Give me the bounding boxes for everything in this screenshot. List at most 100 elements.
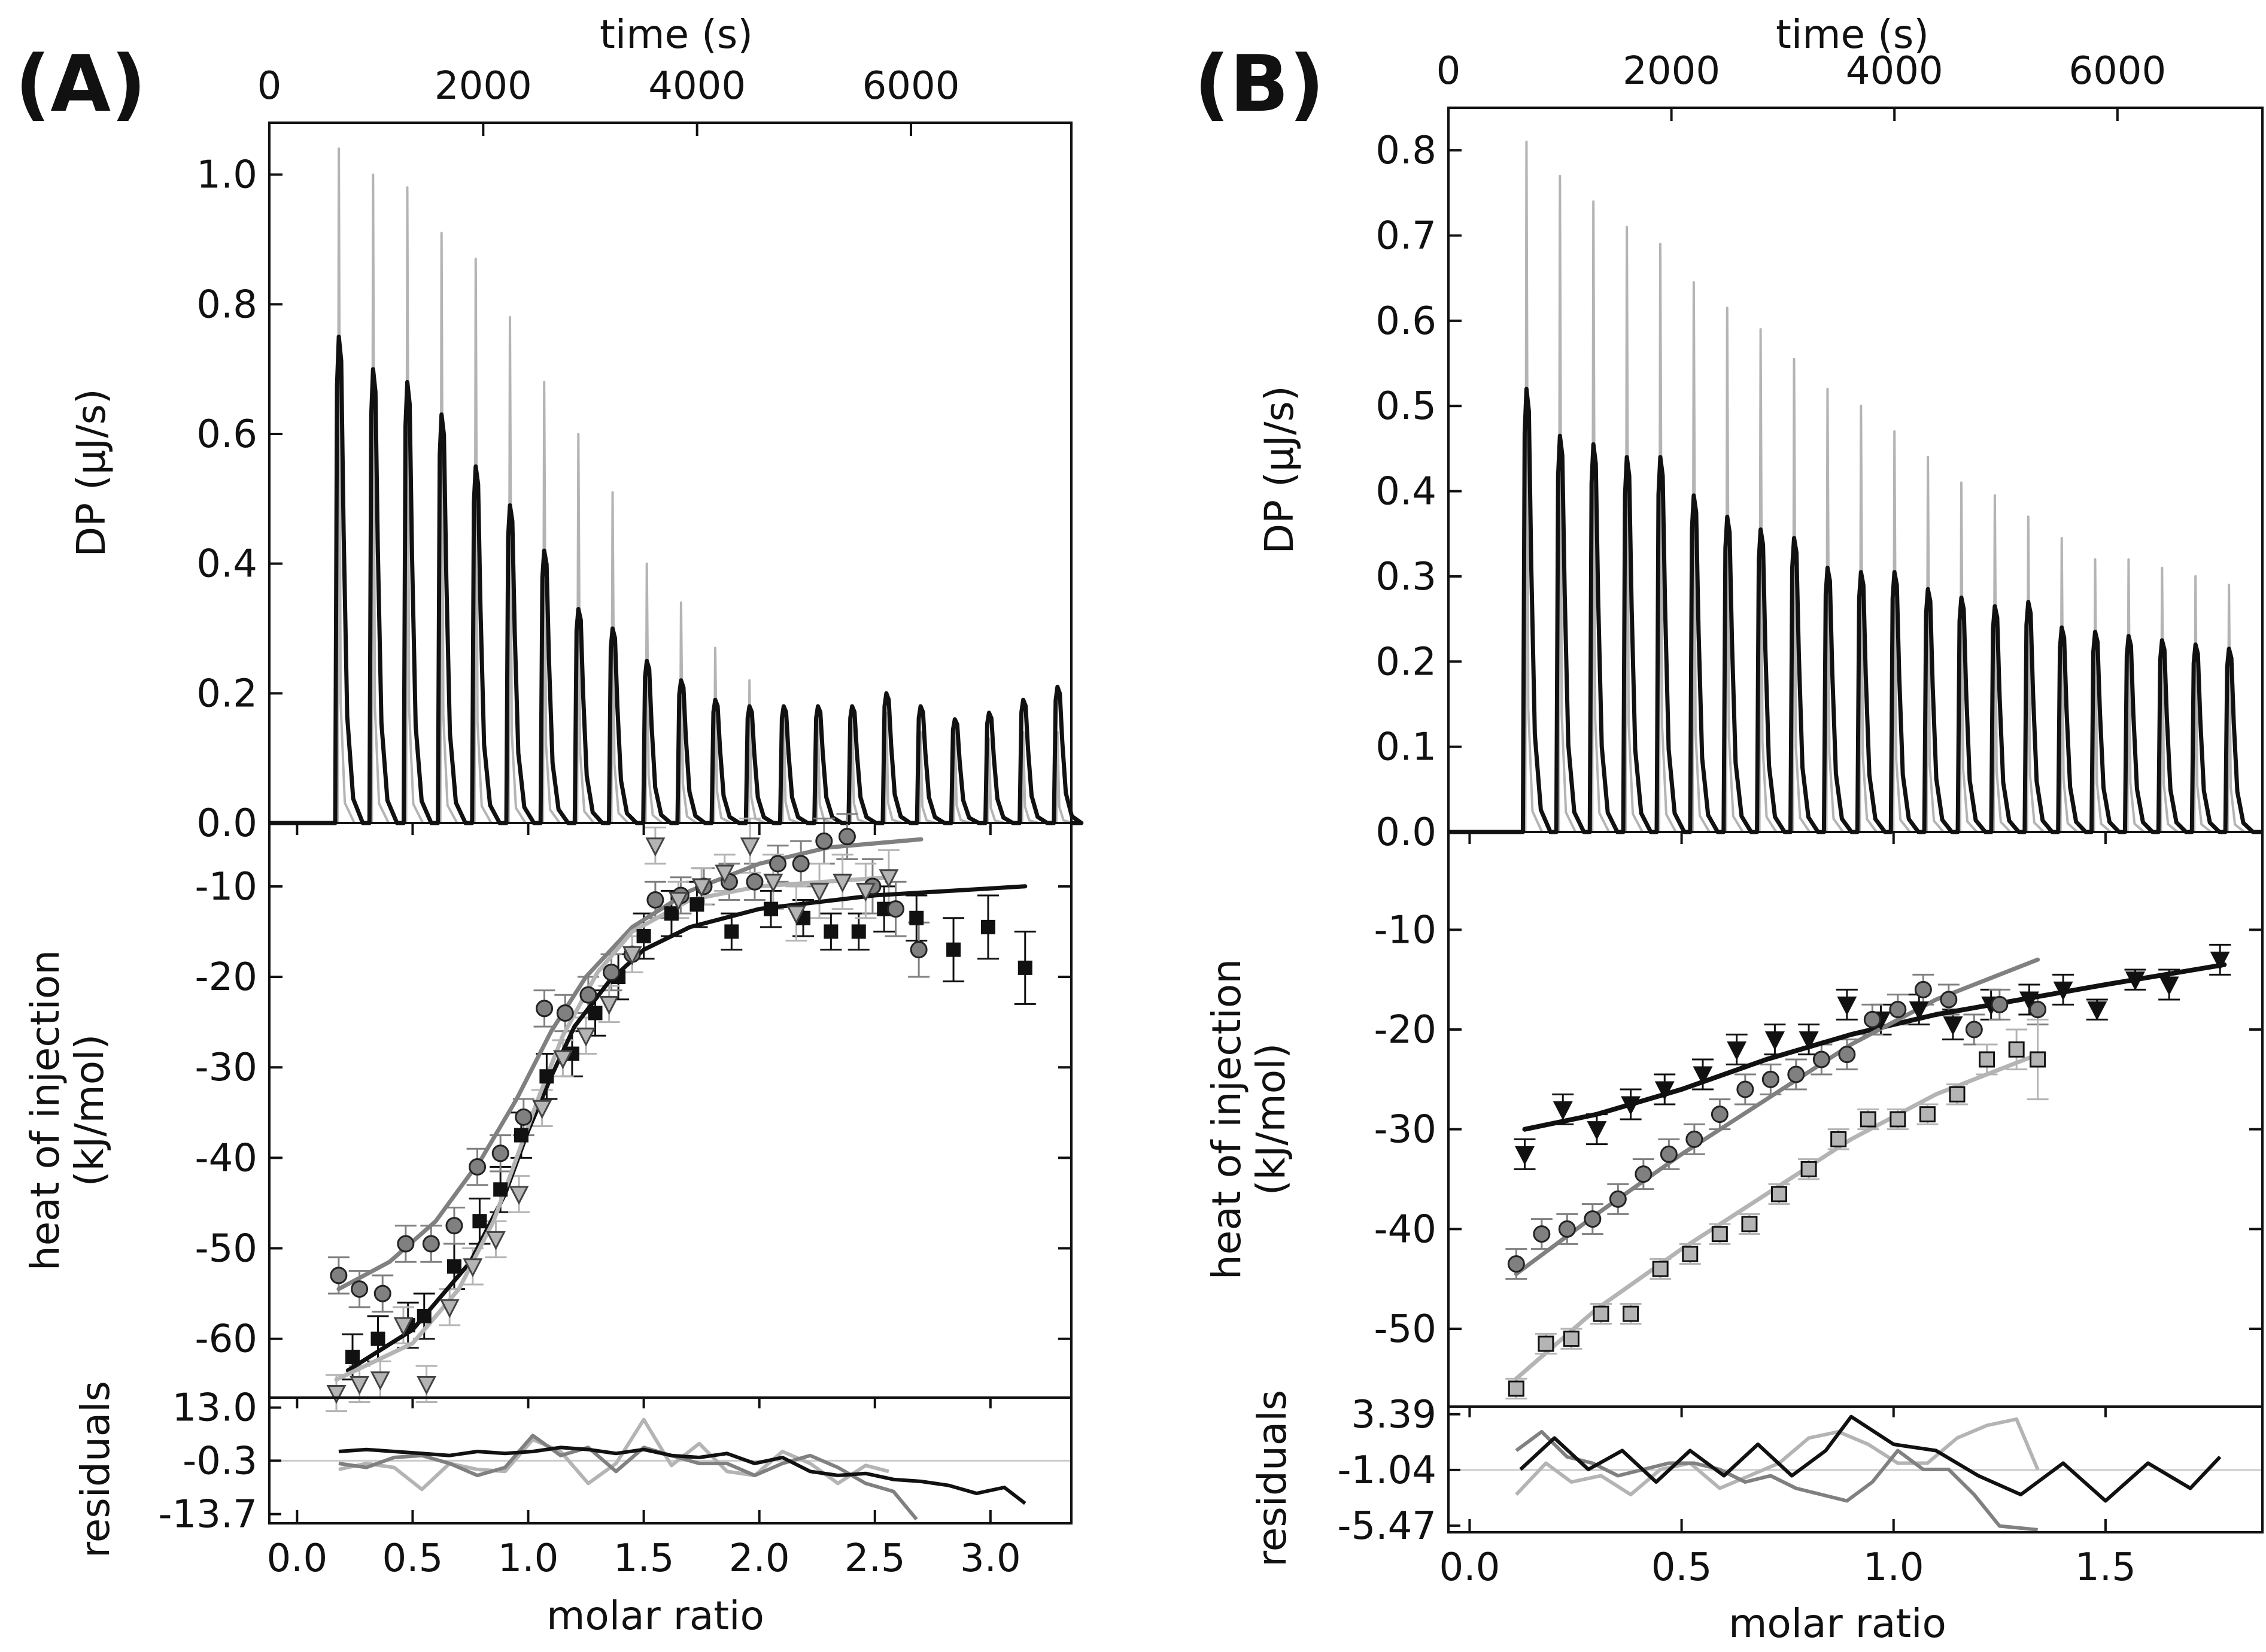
panel-a-data-point xyxy=(786,905,806,925)
panel-a-data-point xyxy=(536,1000,554,1018)
panel-b-data-point xyxy=(1860,1111,1876,1128)
panel-a-data-point xyxy=(576,1027,596,1047)
panel-b-heat-tick-label: -20 xyxy=(1374,1008,1436,1052)
panel-b-molar-ratio-axis-title: molar ratio xyxy=(1729,1601,1946,1647)
panel-b-data-point xyxy=(2159,976,2179,996)
panel-a-heat-tick-label: -40 xyxy=(195,1136,257,1180)
panel-a-thermogram: time (s) 0.0 0.2 0.4 0.6 0.8 1.0 0 2000 4000 6000… xyxy=(68,11,1084,846)
panel-a-data-point xyxy=(491,1144,509,1162)
panel-a-data-point xyxy=(485,1231,506,1250)
panel-a-residual-line xyxy=(338,1445,1026,1505)
panel-a-residual-tick-label: -0.3 xyxy=(183,1439,257,1483)
panel-a-residuals-frame xyxy=(268,1396,1073,1525)
panel-b-molar-tick-label: 0.0 xyxy=(1439,1545,1500,1590)
panel-b-dp-tick-label: 0.6 xyxy=(1375,299,1436,344)
panel-a-isotherm-data: -60 -50 -40 -30 -20 -10 xyxy=(195,813,1071,1413)
panel-label-a: (A) xyxy=(15,38,146,129)
panel-b-heat-axis-title-line2: (kJ/mol) xyxy=(1248,1043,1294,1195)
panel-a-molar-tick-label: 1.5 xyxy=(613,1536,675,1581)
panel-a-data-point xyxy=(330,1267,348,1284)
panel-a-time-tick-label: 4000 xyxy=(648,64,746,108)
panel-a-data-point xyxy=(763,901,778,916)
panel-a-data-point xyxy=(579,986,597,1004)
panel-a-time-tick-label: 6000 xyxy=(862,64,960,108)
panel-a-data-point xyxy=(422,1235,440,1253)
panel-b-data-point xyxy=(2210,951,2230,971)
panel-b-data-point xyxy=(1654,1081,1675,1101)
panel-a-data-point xyxy=(439,1299,460,1319)
panel-a-data-point xyxy=(838,828,856,846)
panel-b-dp-tick-label: 0.3 xyxy=(1375,555,1436,599)
panel-b-data-point xyxy=(1682,1246,1699,1262)
panel-b-data-point xyxy=(1914,980,1932,998)
panel-a-residual-tick-label: 13.0 xyxy=(172,1386,258,1431)
panel-a-data-point xyxy=(472,1214,487,1229)
panel-a-data-point xyxy=(588,1006,603,1021)
panel-a-heat-tick-label: -30 xyxy=(195,1046,257,1090)
panel-a-data-point xyxy=(879,869,899,888)
panel-a-dp-tick-label: 0.6 xyxy=(196,412,257,457)
panel-b-data-point xyxy=(1693,1066,1713,1086)
panel-b-data-point xyxy=(1727,1041,1747,1061)
panel-a-data-point xyxy=(887,900,905,918)
panel-a-thermogram-trace-black xyxy=(269,335,1084,825)
panel-b-data-point xyxy=(1965,1021,1983,1038)
panel-b-dp-tick-label: 0.2 xyxy=(1375,640,1436,684)
panel-b-data-point xyxy=(1863,1010,1881,1028)
panel-a-data-point xyxy=(393,1317,414,1337)
panel-a-data-point xyxy=(909,910,924,925)
panel-a-data-point xyxy=(552,1050,573,1070)
panel-a-data-point xyxy=(397,1235,415,1253)
panel-a-data-point xyxy=(493,1182,508,1197)
panel-b-data-point xyxy=(1587,1121,1607,1140)
panel-b-heat-tick-label: -30 xyxy=(1374,1108,1436,1152)
panel-b-data-point xyxy=(2019,991,2039,1011)
panel-b-thermogram-frame xyxy=(1447,107,2264,833)
panel-a-data-point xyxy=(636,928,651,943)
panel-a-data-point xyxy=(851,924,866,939)
panel-a-data-point xyxy=(509,1186,529,1205)
panel-b-dp-tick-label: 0.4 xyxy=(1375,470,1436,514)
panel-a-heat-tick-label: -60 xyxy=(195,1317,257,1362)
panel-b-thermogram-trace-gray xyxy=(1448,140,2262,833)
panel-a-data-point xyxy=(599,995,619,1015)
panel-a-data-point xyxy=(370,1371,390,1391)
panel-a-molar-tick-label: 2.5 xyxy=(845,1536,906,1581)
panel-b-data-point xyxy=(1812,1050,1830,1068)
panel-a-data-point xyxy=(792,855,810,873)
panel-b-data-point xyxy=(1787,1065,1805,1083)
panel-b-data-point xyxy=(1890,1111,1906,1128)
panel-a-data-point xyxy=(622,946,642,965)
panel-b-residual-tick-label: -5.47 xyxy=(1337,1504,1436,1548)
panel-b-data-point xyxy=(1761,1070,1779,1088)
panel-b-data-point xyxy=(1533,1225,1551,1243)
panel-a-data-point xyxy=(469,1158,487,1176)
panel-a-fit-curve xyxy=(334,875,891,1382)
panel-a-data-point xyxy=(809,882,830,902)
panel-a-data-point xyxy=(603,963,621,981)
panel-a-thermogram-frame xyxy=(268,122,1073,824)
panel-b-data-point xyxy=(1593,1305,1609,1322)
panel-a-residuals-axis-title: residuals xyxy=(72,1381,119,1558)
panel-a-data-point xyxy=(373,1284,391,1302)
panel-a-data-point xyxy=(715,864,735,884)
panel-a-data-point xyxy=(946,942,961,957)
panel-b-data-point xyxy=(1558,1220,1576,1238)
panel-b-thermogram-traces: 0.0 0.1 0.2 0.3 0.4 0.5 0.6 0.7 0.80 2000 4000 6000 xyxy=(1375,49,2262,855)
panel-b-residuals: 3.39 -1.04 -5.470.0 0.5 1.0 1.5 residuals mol… xyxy=(1249,1390,2264,1647)
panel-b-molar-tick-label: 1.5 xyxy=(2075,1545,2136,1590)
panel-a-dp-tick-label: 0.0 xyxy=(196,801,257,846)
panel-a-data-point xyxy=(445,1217,463,1235)
panel-a-data-point xyxy=(855,882,876,902)
panel-a-data-point xyxy=(417,1308,432,1323)
panel-b-heat-tick-label: -10 xyxy=(1374,908,1436,952)
panel-a-data-point xyxy=(515,1108,533,1126)
panel-a-data-point xyxy=(417,1375,437,1395)
panel-a-heat-tick-label: -20 xyxy=(195,955,257,1000)
panel-b: (B) time (s) 0.0 0.1 0.2 0.3 0.4 0.5 0.6 0.7 0.8… xyxy=(1194,11,2264,1647)
panel-a-heat-tick-label: -50 xyxy=(195,1227,257,1271)
panel-a-fit-curve xyxy=(336,837,924,1292)
panel-a-data-point xyxy=(691,878,712,898)
panel-b-heat-axis-title-line1: heat of injection xyxy=(1204,959,1250,1280)
